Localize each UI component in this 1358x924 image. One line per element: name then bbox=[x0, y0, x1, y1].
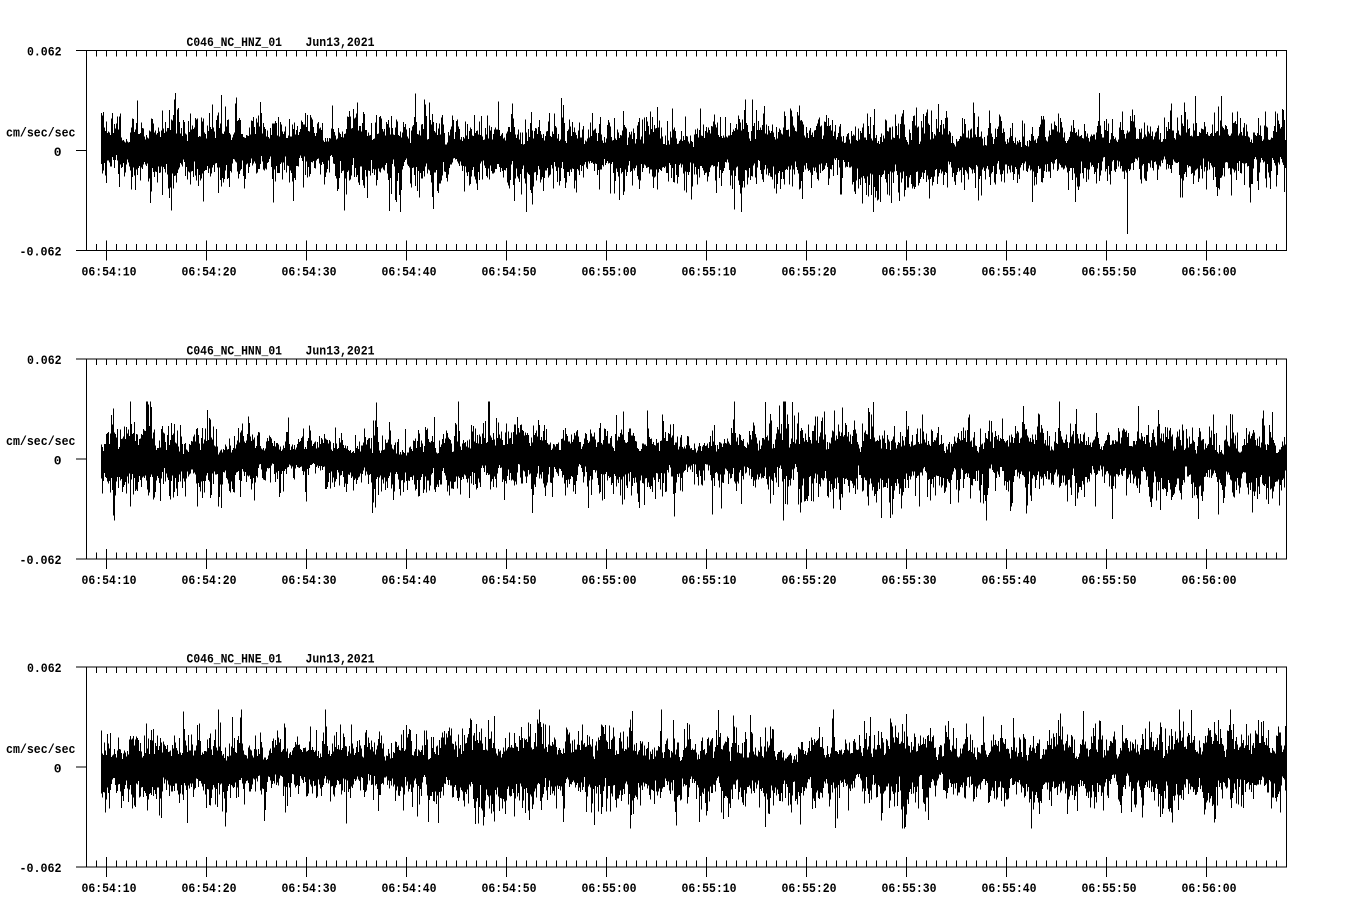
svg-text:06:54:50: 06:54:50 bbox=[482, 573, 537, 588]
svg-text:Jun13,2021: Jun13,2021 bbox=[306, 344, 375, 359]
svg-text:06:54:30: 06:54:30 bbox=[282, 881, 337, 896]
svg-text:06:55:10: 06:55:10 bbox=[682, 265, 737, 280]
svg-text:06:55:40: 06:55:40 bbox=[982, 265, 1037, 280]
svg-text:cm/sec/sec: cm/sec/sec bbox=[6, 434, 76, 449]
svg-text:-0.062: -0.062 bbox=[20, 553, 62, 568]
svg-text:06:54:20: 06:54:20 bbox=[182, 265, 237, 280]
svg-text:0: 0 bbox=[54, 454, 62, 469]
svg-text:06:54:10: 06:54:10 bbox=[82, 881, 137, 896]
svg-text:0.062: 0.062 bbox=[27, 353, 62, 368]
svg-text:06:55:30: 06:55:30 bbox=[882, 881, 937, 896]
svg-text:06:55:10: 06:55:10 bbox=[682, 881, 737, 896]
svg-text:06:54:40: 06:54:40 bbox=[382, 573, 437, 588]
svg-text:06:55:10: 06:55:10 bbox=[682, 573, 737, 588]
svg-text:0: 0 bbox=[54, 145, 62, 160]
svg-text:06:55:20: 06:55:20 bbox=[782, 881, 837, 896]
svg-text:cm/sec/sec: cm/sec/sec bbox=[6, 126, 76, 141]
svg-text:06:55:30: 06:55:30 bbox=[882, 573, 937, 588]
svg-text:06:54:10: 06:54:10 bbox=[82, 573, 137, 588]
svg-text:06:55:50: 06:55:50 bbox=[1082, 881, 1137, 896]
svg-text:C046_NC_HNZ_01: C046_NC_HNZ_01 bbox=[187, 35, 283, 50]
svg-text:06:55:50: 06:55:50 bbox=[1082, 265, 1137, 280]
svg-text:06:55:30: 06:55:30 bbox=[882, 265, 937, 280]
svg-text:C046_NC_HNE_01: C046_NC_HNE_01 bbox=[187, 652, 283, 667]
svg-text:Jun13,2021: Jun13,2021 bbox=[306, 35, 375, 50]
svg-text:-0.062: -0.062 bbox=[20, 245, 62, 260]
svg-text:06:54:40: 06:54:40 bbox=[382, 265, 437, 280]
svg-text:06:55:00: 06:55:00 bbox=[582, 573, 637, 588]
svg-text:06:54:30: 06:54:30 bbox=[282, 573, 337, 588]
svg-text:cm/sec/sec: cm/sec/sec bbox=[6, 742, 76, 757]
svg-text:-0.062: -0.062 bbox=[20, 861, 62, 876]
svg-text:C046_NC_HNN_01: C046_NC_HNN_01 bbox=[187, 344, 283, 359]
svg-text:0: 0 bbox=[54, 762, 62, 777]
svg-text:06:55:00: 06:55:00 bbox=[582, 265, 637, 280]
svg-text:06:54:20: 06:54:20 bbox=[182, 881, 237, 896]
svg-text:06:55:20: 06:55:20 bbox=[782, 573, 837, 588]
svg-text:06:54:30: 06:54:30 bbox=[282, 265, 337, 280]
svg-text:06:55:40: 06:55:40 bbox=[982, 573, 1037, 588]
svg-text:Jun13,2021: Jun13,2021 bbox=[306, 652, 375, 667]
svg-text:06:54:50: 06:54:50 bbox=[482, 881, 537, 896]
svg-text:06:55:40: 06:55:40 bbox=[982, 881, 1037, 896]
svg-text:0.062: 0.062 bbox=[27, 661, 62, 676]
svg-text:06:55:00: 06:55:00 bbox=[582, 881, 637, 896]
svg-text:06:56:00: 06:56:00 bbox=[1182, 881, 1237, 896]
svg-text:06:55:20: 06:55:20 bbox=[782, 265, 837, 280]
svg-text:0.062: 0.062 bbox=[27, 45, 62, 60]
svg-text:06:54:50: 06:54:50 bbox=[482, 265, 537, 280]
svg-text:06:55:50: 06:55:50 bbox=[1082, 573, 1137, 588]
svg-text:06:54:40: 06:54:40 bbox=[382, 881, 437, 896]
svg-text:06:54:10: 06:54:10 bbox=[82, 265, 137, 280]
svg-text:06:54:20: 06:54:20 bbox=[182, 573, 237, 588]
svg-text:06:56:00: 06:56:00 bbox=[1182, 573, 1237, 588]
svg-text:06:56:00: 06:56:00 bbox=[1182, 265, 1237, 280]
